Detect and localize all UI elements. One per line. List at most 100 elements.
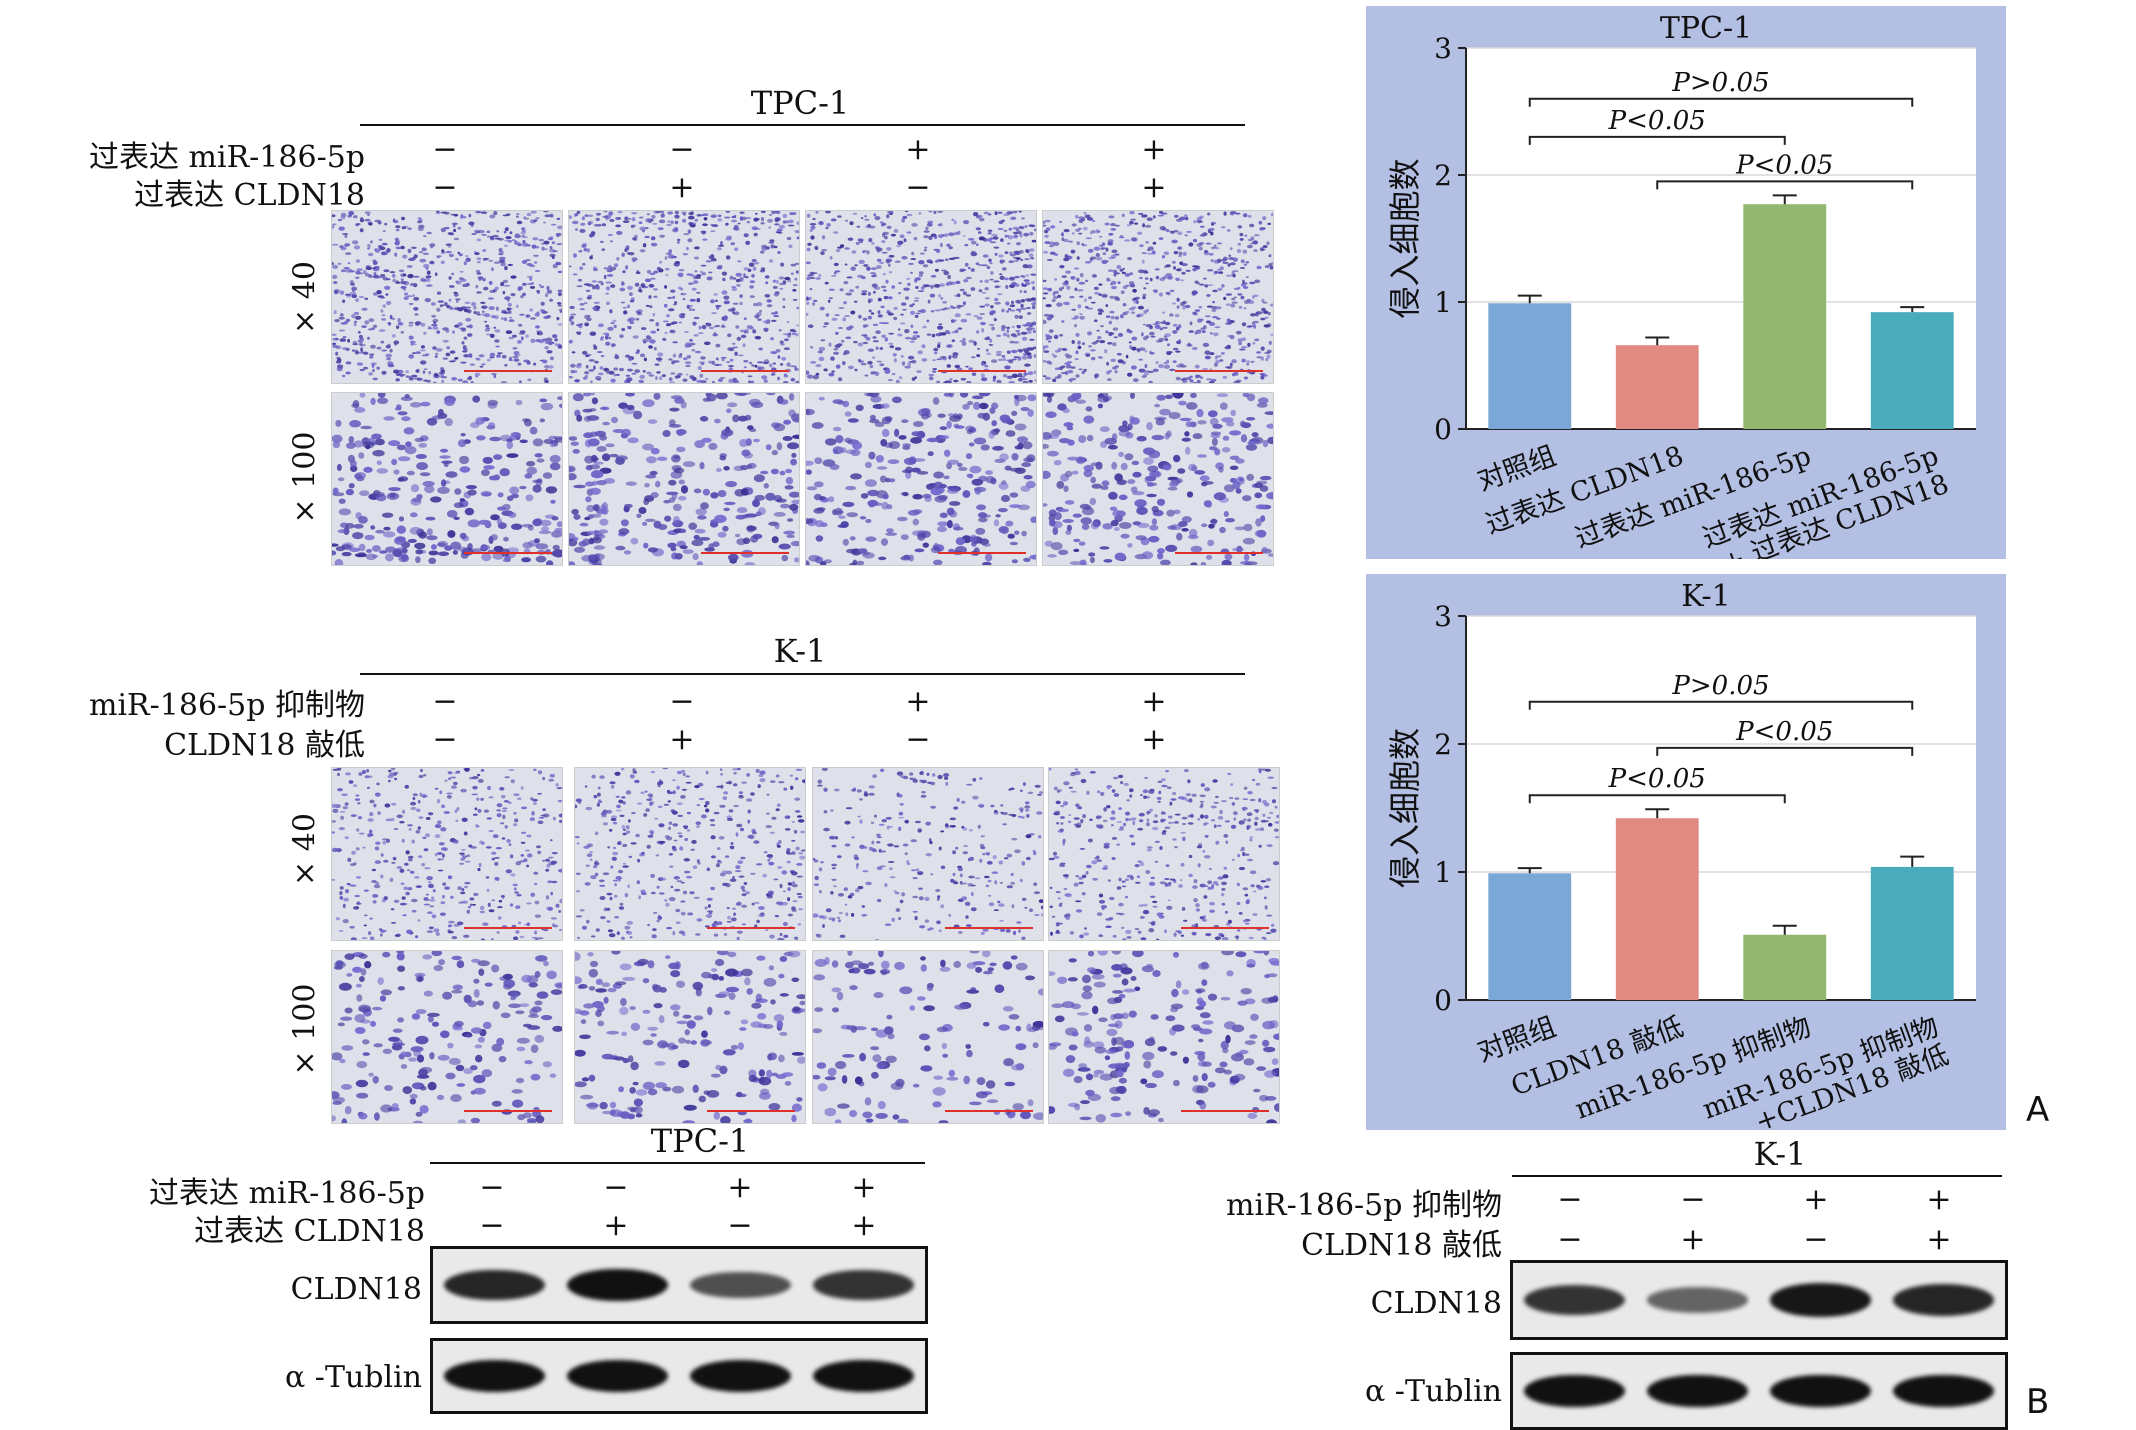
wb-k1-sign: − [1803,1222,1829,1257]
wb-k1-tubulin-blot [1510,1352,2008,1430]
micro-tpc-row2-label: 过表达 CLDN18 [134,178,365,213]
micro-tpc-tile [568,392,800,566]
significance-bracket [1656,746,1914,756]
wb-tpc-tubulin-label: α -Tublin [285,1360,422,1395]
scale-bar [464,1109,552,1112]
chart-k1-svg: 0123K-1侵入细胞数P>0.05P<0.05P<0.05对照组CLDN18 … [1386,579,1976,1138]
wb-k1-sign: + [1926,1222,1952,1257]
wb-tpc-row1-label: 过表达 miR-186-5p [149,1176,425,1211]
blot-band [690,1360,791,1392]
wb-tpc-sign: + [603,1208,629,1243]
y-tick-label: 3 [1434,600,1452,633]
wb-k1-sign: − [1557,1182,1583,1217]
micro-k1-tile [812,767,1044,941]
micro-tpc-sign: − [905,170,931,205]
panel-label-b: B [2026,1382,2050,1422]
micro-k1-sign: + [669,722,695,757]
micro-tpc-tile [331,392,563,566]
micro-k1-tile [574,767,806,941]
blot-band [1893,1374,1994,1408]
panel-label-a: A [2026,1090,2050,1130]
micro-k1-tile [574,950,806,1124]
micro-k1-sign: − [432,684,458,719]
significance-bracket [1656,180,1914,190]
scale-bar [938,551,1026,554]
micro-k1-sign: − [669,684,695,719]
micro-k1-tile [812,950,1044,1124]
scale-bar [707,926,795,929]
wb-k1-title: K-1 [1753,1135,1807,1173]
y-tick-label: 2 [1434,728,1452,761]
wb-tpc-sign: − [479,1208,505,1243]
significance-bracket [1528,135,1786,145]
bar [1870,866,1954,1000]
wb-k1-sign: − [1680,1182,1706,1217]
significance-label: P>0.05 [1671,671,1769,701]
micro-tpc-mag-40: × 40 [287,261,323,334]
micro-tpc-sign: + [1141,170,1167,205]
micro-tpc-sign: + [905,132,931,167]
micro-k1-tile [331,767,563,941]
micro-k1-row1-label: miR-186-5p 抑制物 [89,688,365,723]
blot-band [1770,1374,1871,1408]
wb-tpc-sign: + [851,1208,877,1243]
micro-tpc-sign: + [1141,132,1167,167]
scale-bar [707,1109,795,1112]
scale-bar [945,926,1033,929]
x-tick-label: 过表达 miR-186-5p+ 过表达 CLDN18 [1699,440,1953,559]
scale-bar [701,551,789,554]
micro-tpc-sign: − [669,132,695,167]
bar [1488,873,1572,1000]
micro-k1-tile [1048,767,1280,941]
scale-bar [464,551,552,554]
micro-k1-row2-label: CLDN18 敲低 [164,728,365,763]
micro-k1-title-line [360,673,1245,675]
wb-k1-row1-label: miR-186-5p 抑制物 [1226,1188,1502,1223]
bar [1743,204,1827,429]
micro-tpc-sign: + [669,170,695,205]
micro-tpc-mag-100: × 100 [287,431,323,524]
blot-band [813,1360,914,1392]
scale-bar [464,926,552,929]
significance-label: P<0.05 [1735,150,1833,180]
y-tick-label: 3 [1434,32,1452,65]
micro-k1-sign: − [432,722,458,757]
micro-tpc-tile [331,210,563,384]
micro-k1-mag-40: × 40 [287,813,323,886]
y-tick-label: 0 [1434,984,1452,1017]
micro-tpc-tile [568,210,800,384]
blot-band [444,1269,545,1301]
wb-k1-sign: + [1680,1222,1706,1257]
wb-tpc-sign: + [851,1170,877,1205]
wb-tpc-tubulin-blot [430,1338,928,1414]
wb-tpc-title-line [430,1162,925,1164]
micro-k1-sign: − [905,722,931,757]
micro-tpc-sign: − [432,170,458,205]
wb-k1-sign: + [1926,1182,1952,1217]
blot-band [1647,1287,1748,1313]
wb-tpc-cldn18-label: CLDN18 [290,1272,422,1307]
wb-tpc-sign: − [727,1208,753,1243]
wb-k1-title-line [1512,1175,2002,1177]
blot-band [1893,1284,1994,1316]
micro-tpc-row1-label: 过表达 miR-186-5p [89,140,365,175]
scale-bar [701,369,789,372]
scale-bar [1181,1109,1269,1112]
blot-band [444,1360,545,1392]
significance-label: P<0.05 [1735,717,1833,747]
scale-bar [464,369,552,372]
significance-label: P<0.05 [1608,764,1706,794]
wb-tpc-sign: − [603,1170,629,1205]
bar [1615,345,1699,429]
micro-tpc-tile [805,210,1037,384]
blot-band [1770,1283,1871,1317]
blot-band [1647,1374,1748,1408]
wb-k1-row2-label: CLDN18 敲低 [1301,1228,1502,1263]
significance-bracket [1528,700,1914,710]
significance-label: P>0.05 [1671,68,1769,98]
micro-k1-title: K-1 [773,632,827,670]
y-tick-label: 1 [1434,286,1452,319]
wb-tpc-title: TPC-1 [650,1122,750,1160]
y-axis-label: 侵入细胞数 [1386,158,1424,318]
